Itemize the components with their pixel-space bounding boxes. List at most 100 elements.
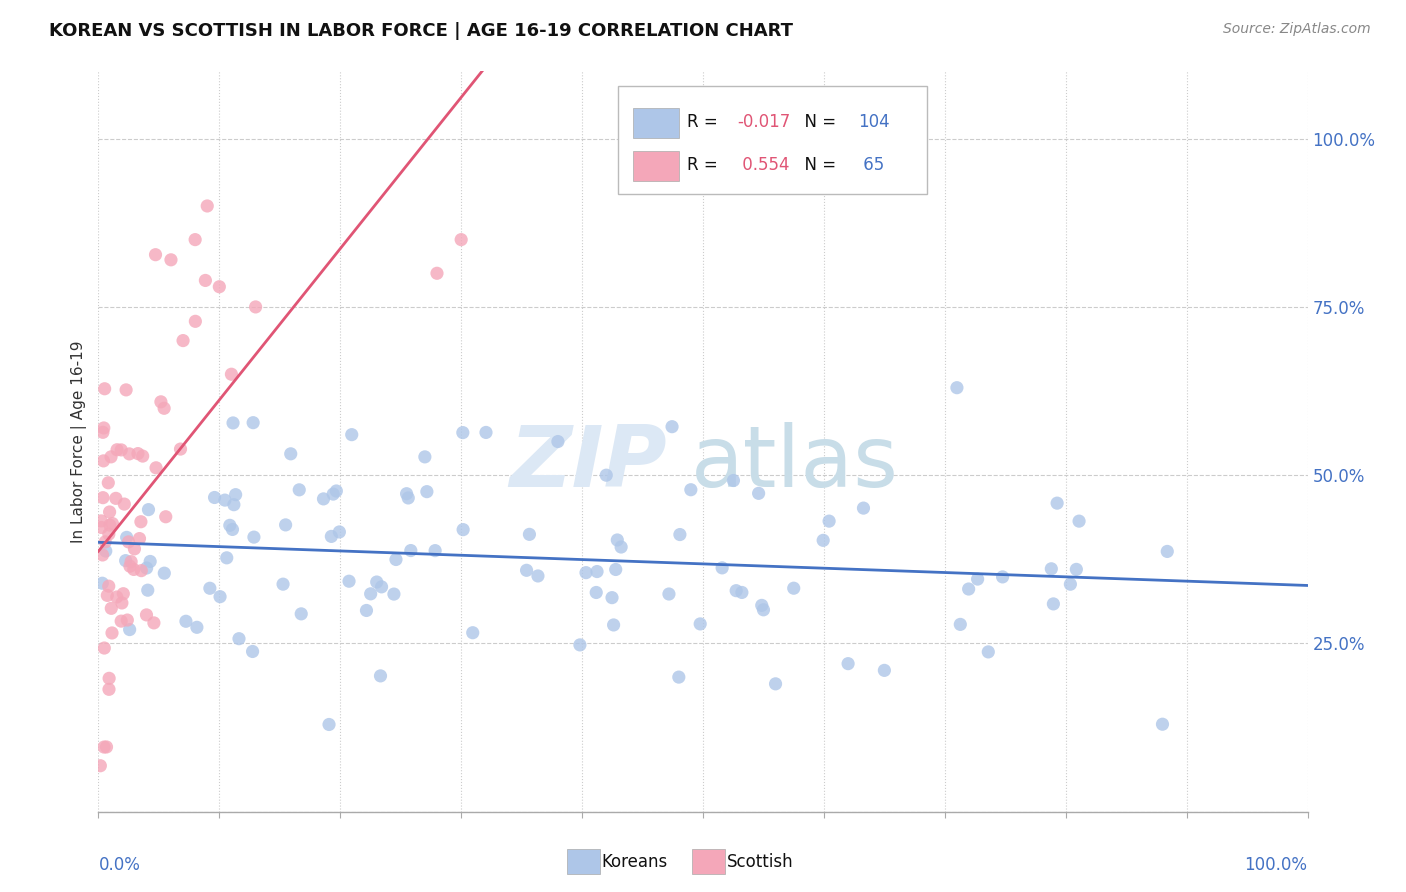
Point (104, 491, 127, 506)
Point (399, 543, 422, 558)
Text: Source: ZipAtlas.com: Source: ZipAtlas.com (1223, 22, 1371, 37)
Text: 104: 104 (858, 113, 890, 131)
Point (752, 603, 775, 617)
Point (209, 590, 232, 604)
Point (606, 533, 628, 547)
Point (731, 585, 754, 599)
Point (174, 615, 197, 629)
Point (765, 677, 787, 691)
Point (423, 543, 446, 558)
Point (135, 607, 157, 622)
Point (413, 450, 436, 464)
FancyBboxPatch shape (633, 108, 679, 138)
Text: KOREAN VS SCOTTISH IN LABOR FORCE | AGE 16-19 CORRELATION CHART: KOREAN VS SCOTTISH IN LABOR FORCE | AGE … (49, 22, 793, 40)
Point (172, 334, 194, 348)
Point (145, 248, 167, 262)
Point (610, 540, 633, 554)
Point (516, 563, 538, 577)
Point (547, 434, 569, 449)
Point (114, 554, 136, 568)
Point (783, 581, 806, 595)
Point (519, 527, 541, 541)
Point (214, 493, 236, 508)
Point (222, 498, 245, 512)
Point (135, 561, 157, 575)
Point (966, 572, 988, 586)
Point (100, 601, 122, 615)
Point (325, 483, 347, 498)
Point (1152, 717, 1174, 731)
Point (242, 416, 264, 430)
Point (1066, 562, 1088, 576)
Point (370, 669, 392, 683)
Point (328, 524, 350, 539)
Point (105, 590, 128, 604)
Point (318, 717, 340, 731)
Text: Scottish: Scottish (727, 853, 793, 871)
Point (991, 570, 1014, 584)
Point (98, 505, 121, 519)
Point (111, 596, 134, 610)
Text: ZIP: ZIP (509, 422, 666, 505)
Point (723, 474, 745, 488)
Text: -0.017: -0.017 (737, 113, 790, 131)
Point (274, 517, 297, 532)
Point (668, 670, 690, 684)
Point (184, 314, 207, 328)
Point (661, 419, 683, 434)
Point (288, 483, 311, 497)
Point (586, 565, 609, 579)
Point (124, 541, 146, 556)
Point (129, 515, 152, 529)
Point (748, 486, 770, 500)
Point (153, 401, 176, 416)
Point (451, 523, 474, 537)
Point (837, 657, 859, 671)
Point (949, 617, 972, 632)
Point (93, 454, 115, 468)
Point (115, 383, 138, 397)
Point (385, 552, 408, 566)
Point (215, 550, 238, 565)
Point (280, 447, 302, 461)
Point (575, 566, 598, 580)
Point (98, 682, 121, 697)
Point (322, 487, 344, 501)
Point (155, 509, 177, 524)
Point (658, 587, 681, 601)
Point (194, 273, 217, 287)
Point (605, 562, 627, 576)
Point (101, 516, 124, 531)
Point (1059, 577, 1081, 591)
Point (101, 626, 124, 640)
Point (145, 460, 167, 475)
Point (395, 486, 418, 500)
Point (131, 564, 153, 578)
Point (312, 491, 335, 506)
Point (136, 583, 159, 598)
Point (221, 523, 243, 537)
Point (90, 520, 112, 534)
Point (139, 554, 162, 568)
Point (852, 501, 875, 516)
Point (811, 533, 834, 548)
Text: 100.0%: 100.0% (1244, 856, 1308, 874)
Point (396, 491, 419, 505)
Point (321, 529, 343, 543)
Point (527, 569, 550, 583)
Point (595, 468, 617, 483)
Text: N =: N = (793, 113, 841, 131)
Point (360, 587, 382, 601)
Point (461, 625, 484, 640)
Point (94, 544, 117, 558)
Point (1046, 496, 1069, 510)
Point (169, 442, 191, 456)
Point (105, 442, 128, 457)
Point (186, 620, 208, 634)
Point (204, 491, 226, 505)
Point (198, 581, 221, 595)
Point (89, 758, 111, 772)
Point (1040, 562, 1063, 576)
Point (221, 368, 243, 382)
Point (100, 450, 122, 464)
